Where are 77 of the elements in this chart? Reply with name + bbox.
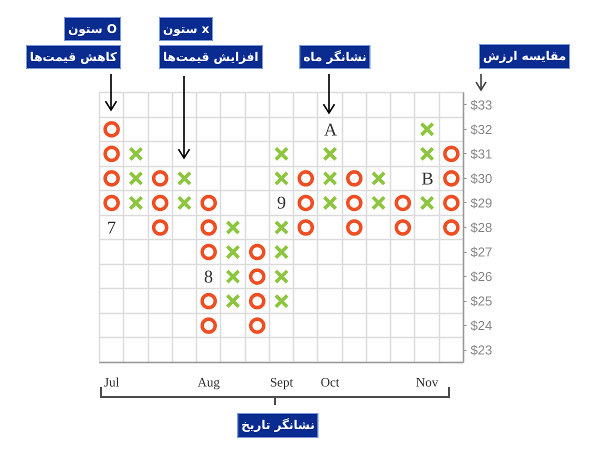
annotation: A xyxy=(324,120,337,140)
x-tick-label: Aug xyxy=(198,374,220,390)
point xyxy=(394,219,412,236)
point xyxy=(274,294,289,309)
y-tick-label: $27 xyxy=(470,244,492,260)
text: نشانگر ماه xyxy=(299,45,371,69)
y-tick-label: $29 xyxy=(470,195,492,210)
y-tick-label: $28 xyxy=(470,220,492,235)
point xyxy=(226,220,240,235)
y-tick-label: $33 xyxy=(470,97,492,112)
point xyxy=(177,171,192,186)
point xyxy=(346,194,363,212)
point xyxy=(274,244,289,260)
y-tick-label: $23 xyxy=(470,342,492,358)
point xyxy=(443,170,460,187)
text: ستون x افزایش قیمت‌ها xyxy=(159,17,263,69)
x-tick-label: Nov xyxy=(416,374,439,390)
point xyxy=(322,196,338,210)
point xyxy=(200,244,217,260)
point xyxy=(420,196,435,210)
point xyxy=(322,146,338,162)
point xyxy=(226,269,240,284)
point xyxy=(298,194,314,212)
point xyxy=(200,317,217,334)
point xyxy=(128,171,144,186)
x-tick-label: Oct xyxy=(320,374,340,390)
point xyxy=(103,170,120,187)
point xyxy=(274,220,289,235)
point xyxy=(248,244,266,260)
y-tick-label: $30 xyxy=(470,170,492,186)
y-tick-label: $31 xyxy=(470,146,492,162)
point xyxy=(274,171,289,186)
annotation: 9 xyxy=(277,192,286,212)
point xyxy=(200,219,217,236)
text: ستون O کاهش قیمت‌ها xyxy=(26,17,121,69)
annotation: 7 xyxy=(107,218,116,238)
point xyxy=(298,219,314,236)
point xyxy=(248,292,266,310)
point xyxy=(346,170,363,187)
point xyxy=(443,194,460,212)
point xyxy=(443,219,460,236)
point xyxy=(274,269,289,284)
point xyxy=(177,196,192,210)
x-tick-label: Jul xyxy=(104,374,120,390)
point xyxy=(322,171,338,186)
point xyxy=(152,219,168,236)
point xyxy=(394,194,412,212)
point xyxy=(274,146,289,162)
y-tick-label: $26 xyxy=(470,269,492,284)
point xyxy=(371,171,386,186)
point xyxy=(152,194,168,212)
point xyxy=(371,196,386,210)
point xyxy=(152,170,168,187)
y-tick-label: $25 xyxy=(470,294,492,309)
point xyxy=(103,146,120,162)
y-axis-title: مقایسه ارزش xyxy=(479,44,570,69)
x-axis-title: نشانگر تاریخ xyxy=(237,413,319,438)
y-tick-label: $32 xyxy=(470,122,492,137)
point xyxy=(200,292,217,310)
point xyxy=(298,170,314,187)
point xyxy=(226,244,240,260)
point xyxy=(103,194,120,212)
point xyxy=(420,146,435,162)
point xyxy=(443,146,460,162)
annotation: B xyxy=(421,168,434,188)
point xyxy=(248,268,266,285)
point xyxy=(346,219,363,236)
point xyxy=(103,121,120,138)
annotation: 8 xyxy=(204,266,213,286)
point xyxy=(248,317,266,334)
x-tick-label: Sept xyxy=(270,374,294,390)
point xyxy=(128,196,144,210)
point xyxy=(200,194,217,212)
point xyxy=(128,146,144,162)
y-tick-label: $24 xyxy=(470,318,492,334)
point xyxy=(226,294,240,309)
point xyxy=(420,122,435,137)
